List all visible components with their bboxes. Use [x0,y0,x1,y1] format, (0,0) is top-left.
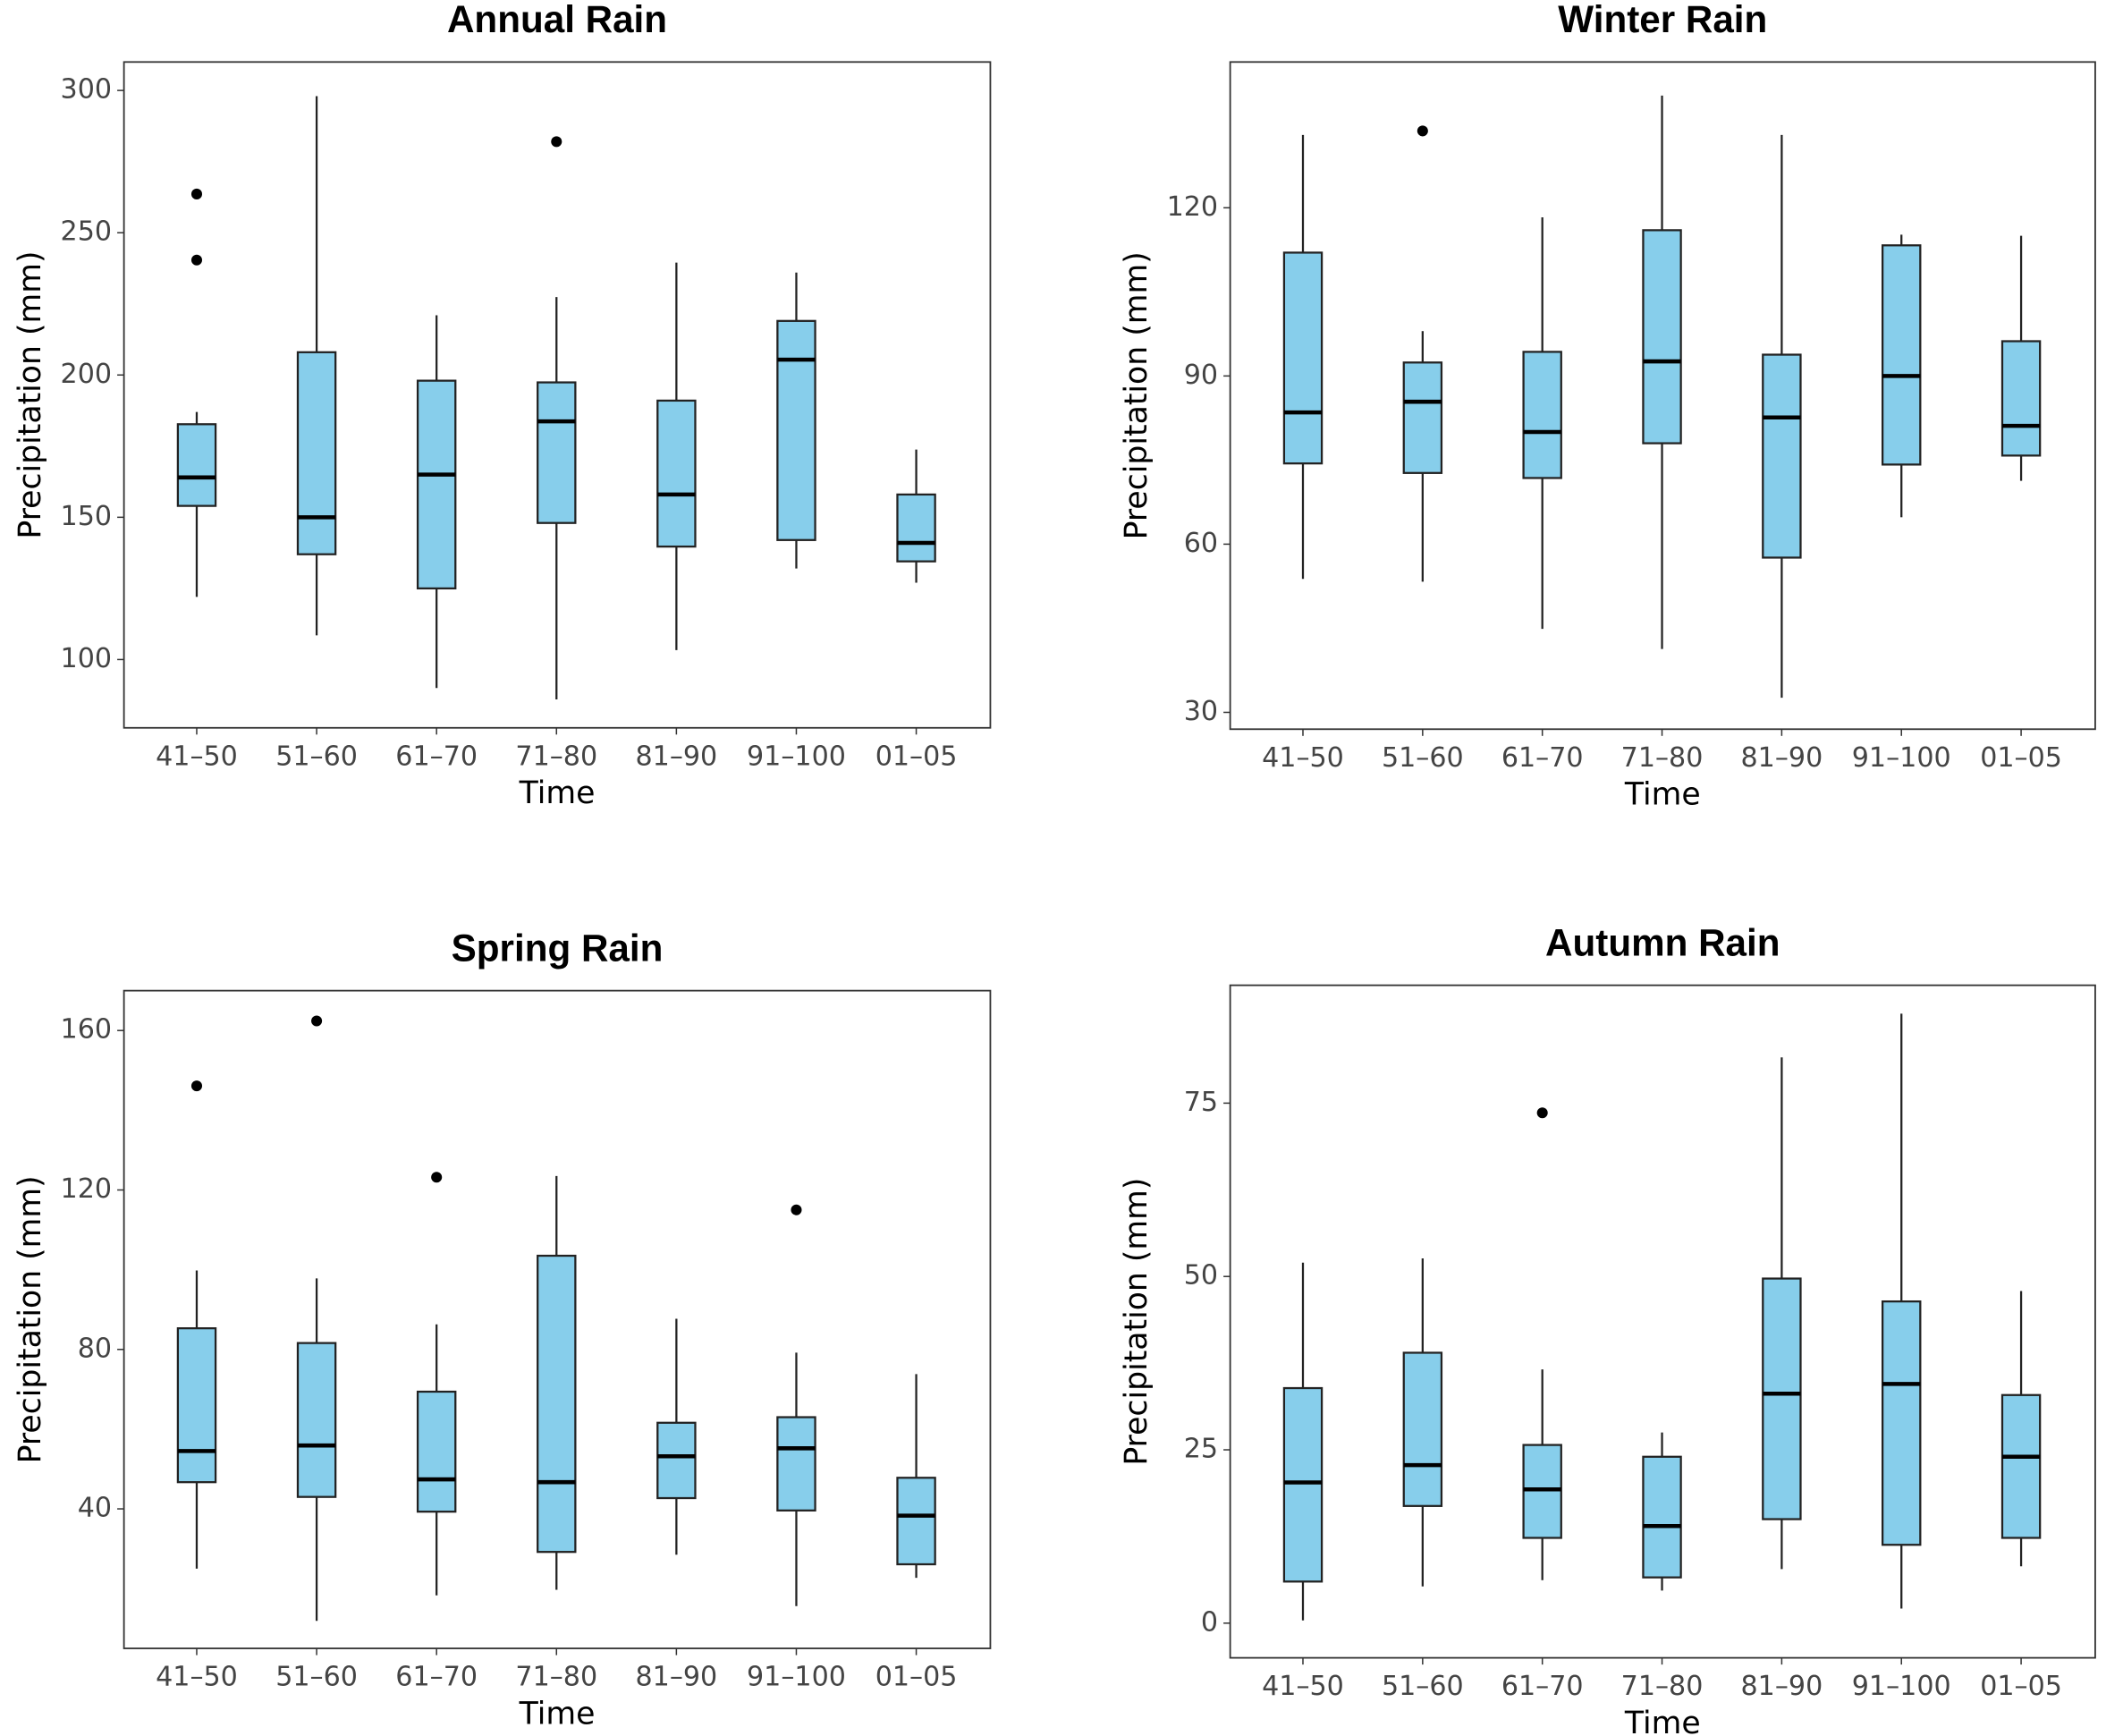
y-tick-label: 250 [61,216,112,248]
outlier [1536,1107,1548,1119]
box [896,1477,936,1566]
box [1402,361,1443,474]
box [896,493,936,563]
box [1642,229,1682,445]
x-axis-label: Time [1624,1706,1701,1736]
x-tick-label: 61–70 [395,1662,478,1693]
x-tick-label: 61–70 [1501,742,1584,774]
box [1762,353,1802,559]
y-tick-label: 120 [61,1173,112,1205]
x-tick-label: 71–80 [1621,1671,1704,1702]
y-tick-label: 150 [61,501,112,532]
outlier [431,1172,443,1183]
box [1282,1386,1324,1583]
chart-title: Winter Rain [1558,0,1767,40]
box [776,319,816,541]
x-tick-label: 81–90 [636,1662,718,1693]
y-tick-label: 200 [61,359,112,390]
x-tick-label: 51–60 [1382,1671,1464,1702]
box [1882,1300,1922,1546]
y-tick-label: 40 [78,1493,112,1524]
x-axis-label: Time [1624,777,1701,813]
y-tick-label: 160 [61,1014,112,1046]
box [1642,1455,1682,1579]
box [1762,1277,1802,1520]
chart-title: Annual Rain [447,0,667,40]
box [656,399,697,548]
x-tick-label: 01–05 [1980,742,2062,774]
x-tick-label: 71–80 [515,741,597,772]
y-tick-label: 0 [1201,1606,1218,1638]
outlier [551,136,562,148]
box [416,379,457,590]
y-tick-label: 80 [78,1333,112,1364]
y-tick-label: 120 [1167,191,1218,223]
x-tick-label: 81–90 [1741,742,1823,774]
x-axis-label: Time [519,1696,596,1732]
box [1402,1351,1443,1507]
x-tick-label: 71–80 [1621,742,1704,774]
x-axis-label: Time [519,775,596,811]
y-tick-label: 60 [1184,528,1218,559]
outlier [190,1080,203,1092]
outlier [1417,125,1428,137]
chart-title: Autumn Rain [1545,921,1780,963]
box [537,1254,577,1554]
box [776,1416,816,1512]
panel: Spring Rain Time Precipitation (mm) 40 80 120… [13,927,992,1732]
x-tick-label: 41–50 [156,741,238,772]
x-tick-label: 81–90 [636,741,718,772]
x-tick-label: 81–90 [1741,1671,1823,1702]
y-tick-label: 30 [1184,696,1218,727]
x-tick-label: 61–70 [1501,1671,1584,1702]
x-tick-label: 51–60 [275,741,358,772]
y-axis-label: Precipitation (mm) [1119,1178,1154,1466]
x-tick-label: 61–70 [395,741,478,772]
y-tick-label: 25 [1184,1434,1218,1465]
y-tick-label: 75 [1184,1087,1218,1118]
panel: Winter Rain Time Precipitation (mm) 30 60 90 1… [1119,0,2096,813]
x-tick-label: 51–60 [1382,742,1464,774]
outlier [190,188,203,199]
box [2000,340,2042,457]
outlier [311,1015,323,1027]
y-tick-label: 300 [61,74,112,106]
x-tick-label: 71–80 [515,1662,597,1693]
x-tick-label: 91–100 [1852,1671,1951,1702]
y-axis-label: Precipitation (mm) [13,251,48,539]
x-tick-label: 91–100 [747,741,846,772]
panel: Annual Rain Time Precipitation (mm) 100 150 2… [13,0,992,811]
y-axis-label: Precipitation (mm) [1119,251,1154,539]
x-tick-label: 41–50 [1262,1671,1344,1702]
box [2000,1393,2042,1539]
panel: Autumn Rain Time Precipitation (mm) 0 25 50 75… [1119,921,2096,1736]
x-tick-label: 01–05 [1980,1671,2062,1702]
x-tick-label: 01–05 [875,741,958,772]
box [1882,244,1922,466]
chart-title: Spring Rain [452,927,664,969]
x-tick-label: 41–50 [1262,742,1344,774]
box [176,423,217,507]
box [1522,351,1562,479]
box [416,1390,457,1513]
box [1282,251,1324,465]
box [656,1421,697,1500]
x-tick-label: 01–05 [875,1662,958,1693]
box [296,1342,337,1498]
box [1522,1444,1562,1539]
outlier [190,254,203,266]
box [537,381,577,524]
y-tick-label: 100 [61,643,112,674]
y-tick-label: 90 [1184,360,1218,391]
box [176,1327,217,1484]
x-tick-label: 41–50 [156,1662,238,1693]
outlier [791,1204,802,1215]
y-tick-label: 50 [1184,1260,1218,1291]
x-tick-label: 51–60 [275,1662,358,1693]
y-axis-label: Precipitation (mm) [13,1175,48,1463]
x-tick-label: 91–100 [747,1662,846,1693]
box [296,351,337,555]
x-tick-label: 91–100 [1852,742,1951,774]
